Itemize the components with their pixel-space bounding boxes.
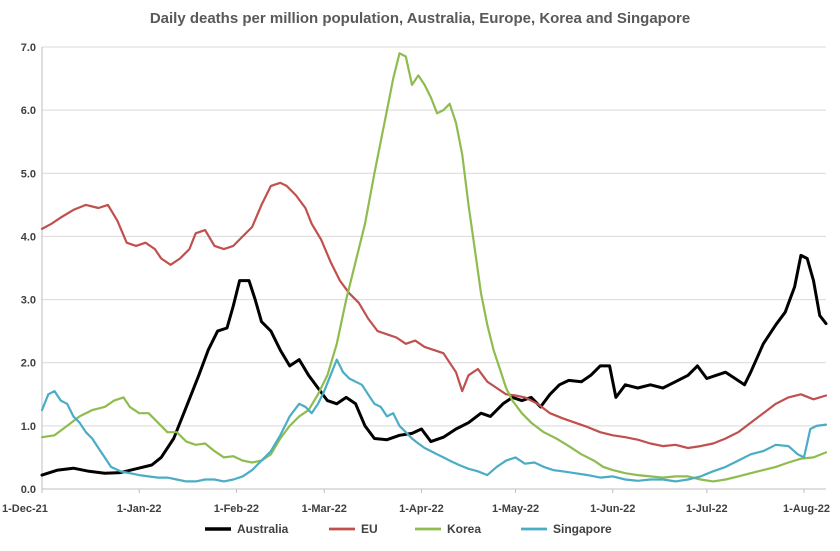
x-tick-label: 1-May-22 [492, 503, 539, 515]
y-tick-label: 0.0 [21, 484, 36, 496]
y-tick-label: 6.0 [21, 105, 36, 117]
x-tick-label: 1-Feb-22 [214, 503, 259, 515]
chart-title: Daily deaths per million population, Aus… [149, 10, 691, 27]
y-tick-label: 2.0 [21, 358, 36, 370]
x-tick-label: 1-Mar-22 [302, 503, 347, 515]
legend-label-eu: EU [361, 522, 378, 536]
y-tick-label: 3.0 [21, 295, 36, 307]
y-tick-label: 7.0 [21, 42, 36, 54]
y-tick-label: 5.0 [21, 168, 36, 180]
series-line-eu [40, 181, 828, 450]
x-tick-label: 1-Jan-22 [117, 503, 162, 515]
series-line-korea [40, 52, 828, 483]
legend-label-singapore: Singapore [553, 522, 612, 536]
x-tick-label: 1-Aug-22 [783, 503, 830, 515]
y-tick-label: 1.0 [21, 421, 36, 433]
x-tick-label: 1-Dec-21 [2, 503, 48, 515]
y-tick-label: 4.0 [21, 231, 36, 243]
legend-label-australia: Australia [237, 522, 289, 536]
series-line-singapore [40, 358, 828, 483]
x-tick-label: 1-Jun-22 [590, 503, 635, 515]
x-tick-label: 1-Jul-22 [686, 503, 728, 515]
x-tick-label: 1-Apr-22 [399, 503, 444, 515]
legend-label-korea: Korea [447, 522, 481, 536]
series-line-australia [40, 253, 828, 477]
